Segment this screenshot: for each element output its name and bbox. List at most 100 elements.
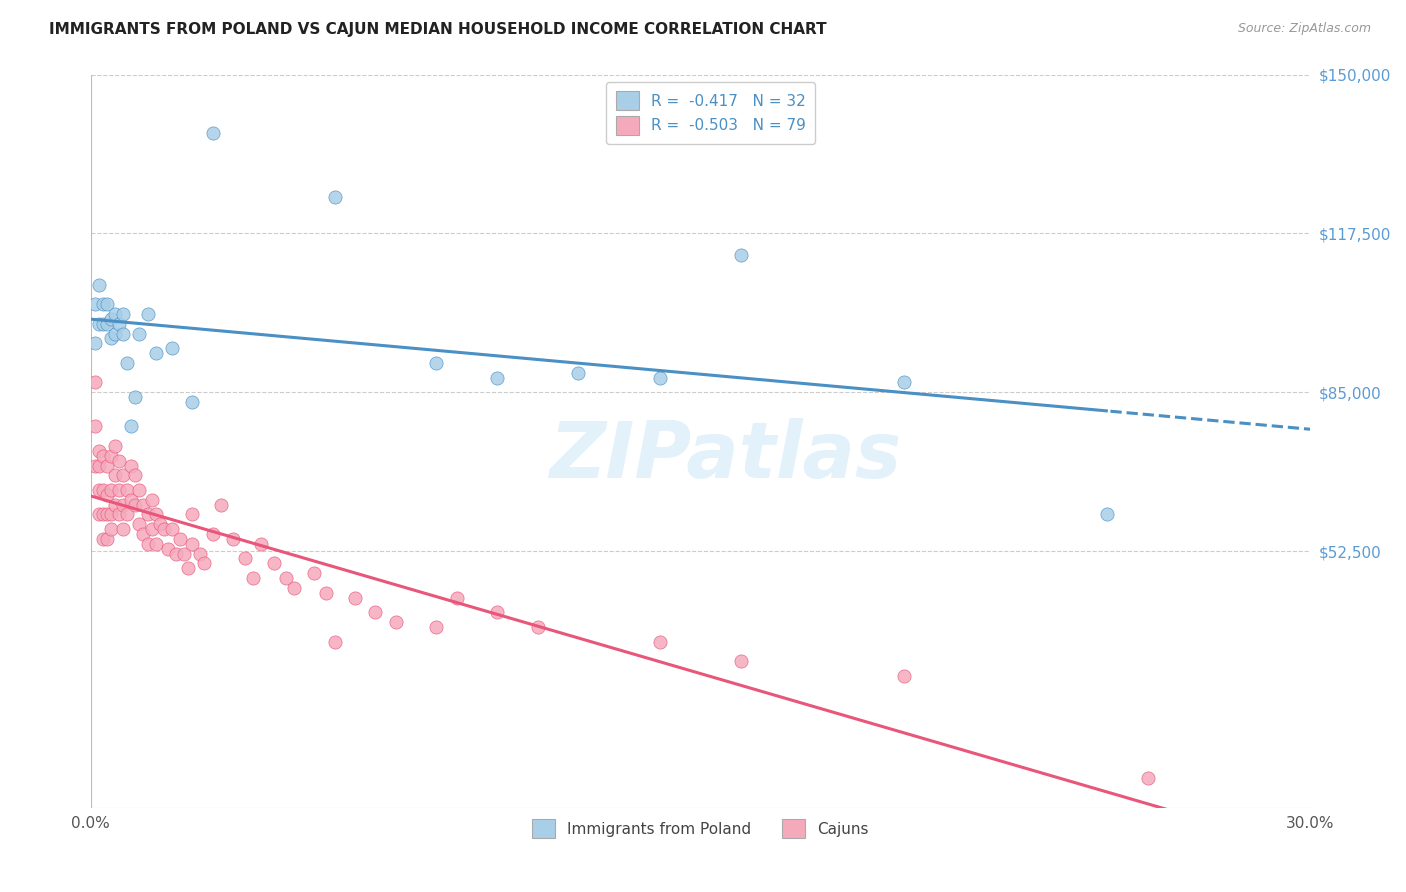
Point [96, 458, 118, 473]
Point [165, 547, 187, 561]
Point [104, 307, 127, 321]
Point [100, 331, 122, 345]
Point [181, 395, 204, 409]
Point [87, 483, 110, 497]
Point [302, 566, 325, 581]
Point [96, 317, 118, 331]
Point [1095, 508, 1118, 522]
Point [343, 591, 366, 605]
Point [120, 419, 142, 434]
Point [120, 492, 142, 507]
Point [160, 341, 183, 355]
Point [96, 297, 118, 311]
Point [425, 620, 447, 634]
Point [145, 537, 167, 551]
Point [169, 532, 191, 546]
Point [104, 326, 127, 341]
Point [124, 468, 146, 483]
Point [425, 356, 447, 370]
Point [648, 634, 671, 648]
Point [124, 390, 146, 404]
Point [141, 492, 163, 507]
Point [112, 522, 135, 536]
Point [190, 547, 212, 561]
Point [209, 498, 232, 512]
Point [233, 551, 256, 566]
Point [730, 654, 752, 668]
Point [91, 297, 114, 311]
Point [446, 591, 468, 605]
Point [730, 248, 752, 262]
Point [100, 483, 122, 497]
Legend: Immigrants from Poland, Cajuns: Immigrants from Poland, Cajuns [526, 814, 875, 844]
Point [128, 326, 150, 341]
Point [201, 126, 224, 140]
Point [83, 336, 105, 351]
Point [156, 541, 179, 556]
Point [115, 483, 138, 497]
Point [242, 571, 264, 585]
Point [274, 571, 297, 585]
Point [112, 498, 135, 512]
Point [173, 547, 195, 561]
Point [567, 366, 589, 380]
Point [83, 297, 105, 311]
Text: IMMIGRANTS FROM POLAND VS CAJUN MEDIAN HOUSEHOLD INCOME CORRELATION CHART: IMMIGRANTS FROM POLAND VS CAJUN MEDIAN H… [49, 22, 827, 37]
Point [527, 620, 550, 634]
Point [91, 532, 114, 546]
Point [141, 522, 163, 536]
Point [87, 317, 110, 331]
Point [87, 458, 110, 473]
Point [160, 522, 183, 536]
Point [115, 508, 138, 522]
Point [100, 449, 122, 463]
Point [96, 532, 118, 546]
Point [91, 317, 114, 331]
Point [91, 508, 114, 522]
Point [152, 522, 174, 536]
Point [87, 277, 110, 292]
Point [145, 508, 167, 522]
Point [128, 517, 150, 532]
Point [364, 605, 387, 619]
Point [384, 615, 406, 629]
Point [100, 522, 122, 536]
Point [323, 190, 346, 204]
Point [263, 557, 285, 571]
Point [100, 312, 122, 326]
Point [250, 537, 273, 551]
Point [112, 307, 135, 321]
Point [83, 376, 105, 390]
Point [145, 346, 167, 360]
Point [181, 537, 204, 551]
Point [91, 449, 114, 463]
Point [83, 419, 105, 434]
Point [124, 498, 146, 512]
Point [108, 483, 131, 497]
Point [115, 356, 138, 370]
Point [87, 444, 110, 458]
Point [181, 508, 204, 522]
Point [893, 669, 915, 683]
Point [112, 326, 135, 341]
Point [108, 317, 131, 331]
Point [120, 458, 142, 473]
Point [1136, 772, 1159, 786]
Text: Source: ZipAtlas.com: Source: ZipAtlas.com [1237, 22, 1371, 36]
Point [648, 370, 671, 384]
Point [486, 370, 509, 384]
Point [315, 585, 337, 599]
Point [100, 508, 122, 522]
Point [201, 527, 224, 541]
Point [104, 468, 127, 483]
Point [87, 508, 110, 522]
Point [112, 468, 135, 483]
Point [893, 376, 915, 390]
Point [177, 561, 200, 575]
Point [136, 307, 159, 321]
Point [193, 557, 215, 571]
Point [91, 483, 114, 497]
Point [104, 439, 127, 453]
Point [132, 527, 155, 541]
Point [136, 508, 159, 522]
